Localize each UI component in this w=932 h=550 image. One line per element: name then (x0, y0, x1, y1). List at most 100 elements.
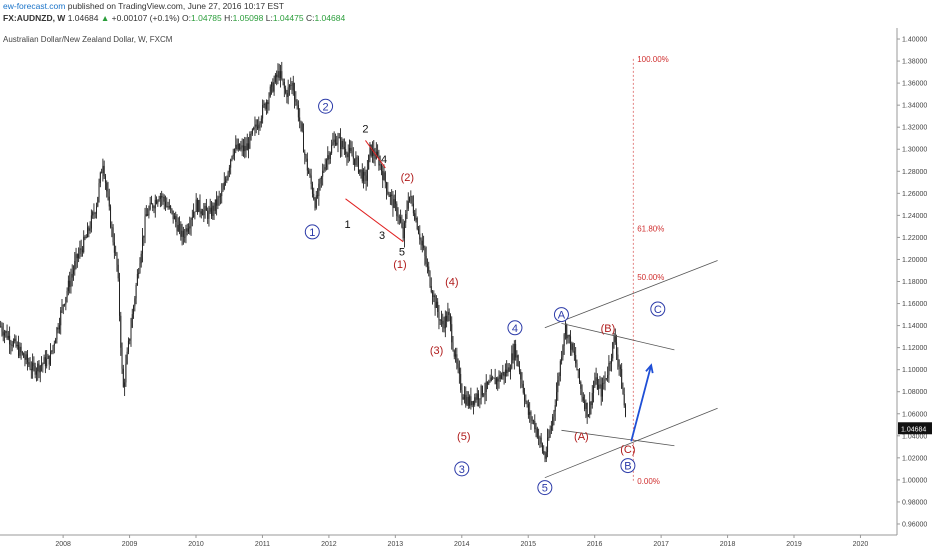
candle-body (259, 123, 261, 125)
candle-body (599, 384, 601, 386)
candle-body (474, 397, 476, 405)
candle-body (95, 206, 97, 214)
candle-body (400, 216, 402, 223)
candle-body (16, 344, 18, 347)
candle-body (414, 213, 416, 220)
candle-body (393, 199, 395, 208)
candle-body (279, 71, 281, 78)
candle-body (170, 205, 172, 209)
candle-body (260, 118, 262, 124)
candle-body (387, 191, 389, 194)
candle-body (534, 420, 536, 430)
price-axis[interactable]: 0.96000 0.98000 1.00000 1.02000 1.04000 1.060… (897, 37, 927, 529)
candle-body (424, 247, 426, 256)
y-tick-label: 1.02000 (902, 455, 927, 462)
last-value: 1.04684 (67, 13, 99, 23)
wave-label-blue: 4 (512, 323, 518, 335)
candle-body (244, 145, 246, 152)
site-link[interactable]: ew-forecast.com (3, 1, 66, 11)
candle-body (101, 172, 103, 174)
candle-body (15, 338, 17, 347)
candle-body (281, 71, 283, 79)
candle-body (429, 271, 431, 287)
candle-body (485, 381, 487, 392)
candle-body (2, 331, 4, 336)
candle-body (180, 224, 182, 237)
candle-body (451, 324, 453, 343)
x-tick-label: 2017 (653, 541, 669, 548)
candle-body (136, 273, 138, 286)
candle-body (58, 325, 60, 330)
candle-body (329, 153, 331, 160)
candle-body (276, 74, 278, 78)
time-axis[interactable]: 2008 2009 2010 2011 2012 2013 2014 2015 2016 2017… (55, 535, 868, 548)
candle-body (129, 338, 131, 341)
wave-label-blue: 5 (542, 483, 548, 495)
candle-body (5, 331, 7, 333)
candle-body (221, 191, 223, 197)
candle-body (433, 295, 435, 297)
candle-body (256, 126, 258, 129)
candle-body (604, 378, 606, 384)
candle-body (465, 394, 467, 405)
candle-body (458, 367, 460, 375)
y-tick-label: 1.06000 (902, 411, 927, 418)
candle-body (94, 213, 96, 215)
upper-channel (544, 260, 718, 329)
candle-body (184, 236, 186, 238)
candle-body (175, 216, 177, 222)
candle-body (369, 144, 371, 155)
candle-body (75, 254, 77, 262)
candle-body (1, 326, 3, 332)
candle-body (141, 237, 143, 254)
candle-body (310, 175, 312, 185)
candle-body (476, 393, 478, 400)
candle-body (444, 315, 446, 329)
candle-body (286, 92, 288, 97)
candle-body (501, 375, 503, 379)
candle-body (481, 386, 483, 396)
x-tick-label: 2015 (520, 541, 536, 548)
candle-body (380, 164, 382, 172)
candle-body (619, 366, 621, 370)
x-tick-label: 2013 (388, 541, 404, 548)
candle-body (107, 191, 109, 197)
candle-body (317, 195, 319, 197)
candles (0, 61, 626, 463)
candle-body (518, 366, 520, 372)
symbol-label[interactable]: FX:AUDNZD, W (3, 13, 66, 23)
candle-body (354, 158, 356, 165)
candle-body (102, 165, 104, 174)
candle-body (195, 199, 197, 212)
candle-body (563, 334, 565, 346)
candle-body (103, 165, 105, 177)
candle-body (7, 335, 9, 339)
candle-body (231, 156, 233, 160)
candle-body (478, 393, 480, 400)
candle-body (198, 200, 200, 212)
candle-body (70, 277, 72, 287)
candle-body (230, 159, 232, 168)
candle-body (202, 213, 204, 216)
candle-body (248, 143, 250, 149)
candle-body (304, 152, 306, 155)
candle-body (322, 170, 324, 177)
candle-body (318, 183, 320, 197)
candle-body (452, 342, 454, 351)
candle-body (26, 354, 28, 363)
last-price-text: 1.04684 (901, 426, 926, 433)
low-value: 1.04475 (272, 13, 304, 23)
candle-body (549, 430, 551, 437)
candle-body (430, 286, 432, 293)
x-tick-label: 2019 (786, 541, 802, 548)
candle-body (622, 388, 624, 395)
candle-body (572, 343, 574, 352)
candle-body (285, 88, 287, 93)
candle-body (308, 170, 310, 174)
wave-label-black: 3 (379, 230, 385, 242)
candle-body (190, 220, 192, 227)
wave-circle (304, 224, 320, 240)
candle-body (20, 346, 22, 353)
up-triangle-icon: ▲ (100, 13, 110, 23)
